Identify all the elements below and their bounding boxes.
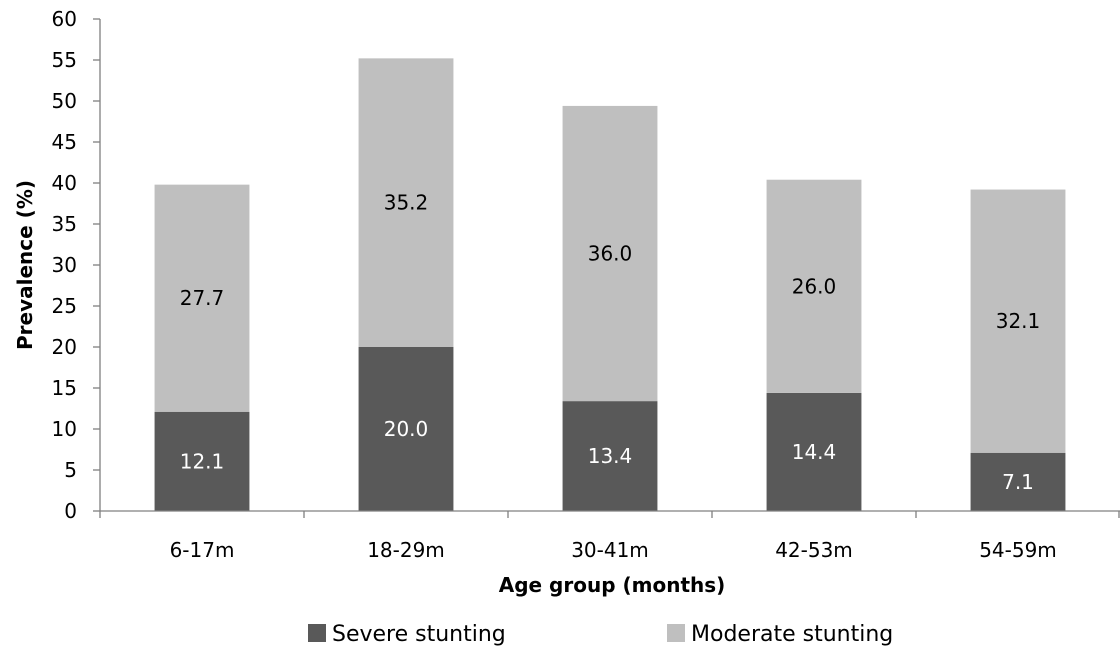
data-label-severe-18-29m: 20.0 — [384, 417, 429, 441]
x-tick-label: 30-41m — [571, 538, 649, 562]
legend: Severe stunting Moderate stunting — [308, 622, 893, 647]
y-axis-title: Prevalence (%) — [13, 180, 37, 350]
data-label-severe-6-17m: 12.1 — [180, 449, 225, 473]
y-tick-label: 20 — [52, 335, 77, 359]
bar-severe-18-29m — [358, 347, 454, 511]
bars-layer — [154, 58, 1066, 511]
bar-moderate-42-53m — [766, 179, 862, 393]
y-tick-label: 40 — [52, 171, 77, 195]
data-label-moderate-42-53m: 26.0 — [792, 274, 837, 298]
data-label-moderate-54-59m: 32.1 — [996, 309, 1041, 333]
legend-label-severe: Severe stunting — [332, 622, 506, 647]
x-tick-label: 6-17m — [170, 538, 235, 562]
bar-moderate-18-29m — [358, 58, 454, 348]
data-label-moderate-6-17m: 27.7 — [180, 286, 225, 310]
y-tick-label: 30 — [52, 253, 77, 277]
y-tick-label: 50 — [52, 89, 77, 113]
legend-label-moderate: Moderate stunting — [691, 622, 893, 647]
y-tick-label: 10 — [52, 417, 77, 441]
y-tick-label: 55 — [52, 48, 77, 72]
y-tick-label: 60 — [52, 7, 77, 31]
bar-moderate-54-59m — [970, 189, 1066, 453]
data-label-moderate-30-41m: 36.0 — [588, 242, 633, 266]
x-tick-label: 42-53m — [775, 538, 853, 562]
bar-severe-30-41m — [562, 401, 658, 511]
y-tick-label: 35 — [52, 212, 77, 236]
legend-swatch-moderate — [667, 624, 685, 642]
y-tick-label: 45 — [52, 130, 77, 154]
y-tick-label: 0 — [64, 499, 77, 523]
bar-moderate-30-41m — [562, 105, 658, 402]
y-tick-label: 25 — [52, 294, 77, 318]
data-label-severe-54-59m: 7.1 — [1002, 470, 1034, 494]
data-labels-layer: 12.1 27.7 20.0 35.2 13.4 36.0 14.4 26.0 7.1 32.1 — [180, 191, 1041, 494]
x-tick-label: 54-59m — [979, 538, 1057, 562]
legend-swatch-severe — [308, 624, 326, 642]
y-tick-label: 5 — [64, 458, 77, 482]
x-axis-title: Age group (months) — [499, 573, 726, 597]
bar-severe-6-17m — [154, 411, 250, 511]
axes-layer: 0 5 10 15 20 25 30 35 40 45 50 55 60 6-17m 18-29m 30-41… — [52, 7, 1120, 562]
y-tick-label: 15 — [52, 376, 77, 400]
data-label-severe-30-41m: 13.4 — [588, 444, 633, 468]
x-tick-label: 18-29m — [367, 538, 445, 562]
data-label-moderate-18-29m: 35.2 — [384, 191, 429, 215]
data-label-severe-42-53m: 14.4 — [792, 440, 837, 464]
bar-severe-54-59m — [970, 452, 1066, 511]
bar-moderate-6-17m — [154, 184, 250, 412]
bar-severe-42-53m — [766, 392, 862, 511]
